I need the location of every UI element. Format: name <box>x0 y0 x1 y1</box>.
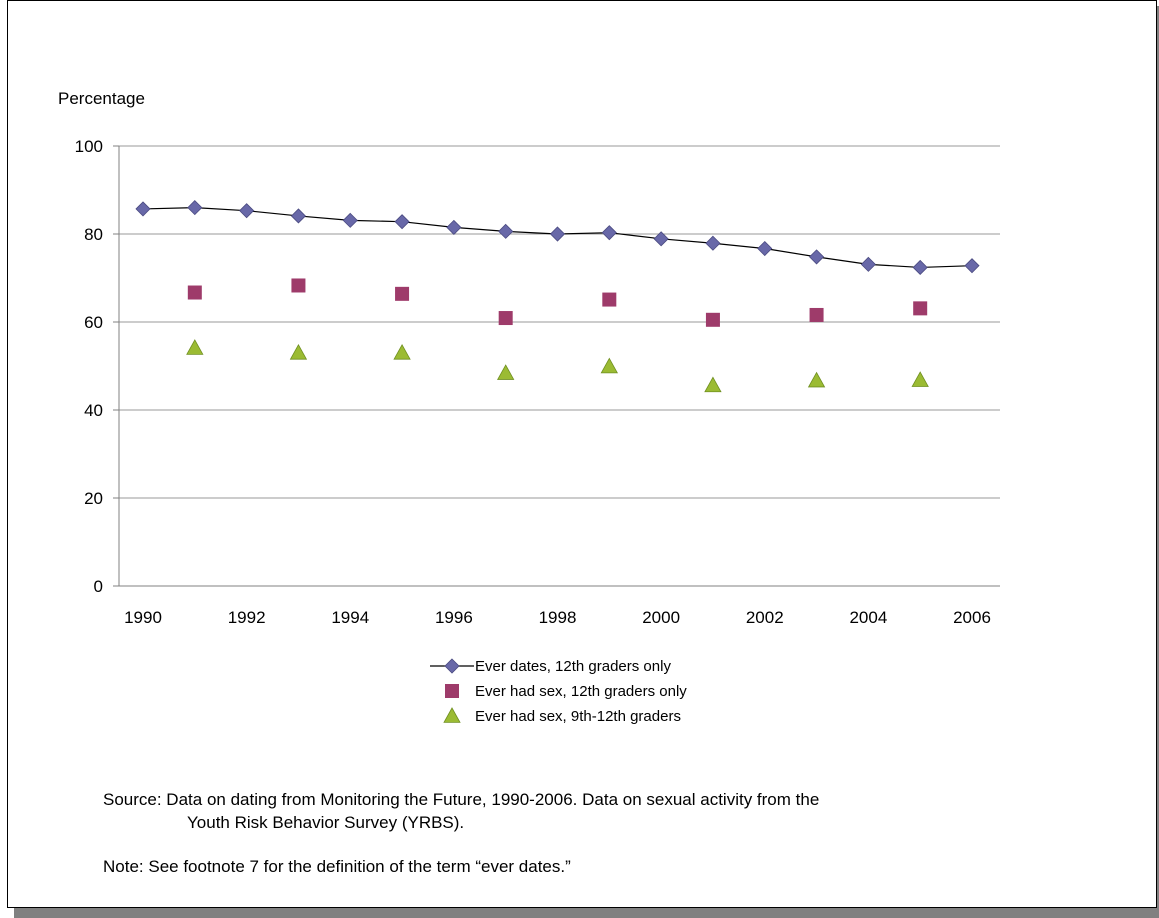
series-3-point-1999 <box>600 357 618 374</box>
x-tick-label-1998: 1998 <box>539 608 577 627</box>
y-tick-labels: 0 20 40 60 80 100 <box>75 137 103 596</box>
series-1-point-1995 <box>394 214 410 230</box>
series-1-point-1997 <box>498 223 514 239</box>
y-tick-label-0: 0 <box>94 577 103 596</box>
series-2-point-1993 <box>291 278 306 293</box>
y-tick-label-60: 60 <box>84 313 103 332</box>
frame-shadow-right <box>1157 6 1159 918</box>
series-3 <box>186 339 929 393</box>
series-3-point-2003 <box>807 371 826 388</box>
series-1-point-1999 <box>601 225 617 241</box>
series-1-point-2005 <box>912 259 928 276</box>
series-1-point-2002 <box>757 240 773 257</box>
series-1-point-1991 <box>187 200 203 216</box>
series-2-point-2001 <box>705 312 720 327</box>
series-3-point-1995 <box>393 343 411 360</box>
series-2 <box>187 278 928 327</box>
legend-label-1: Ever dates, 12th graders only <box>475 658 671 675</box>
series-2-point-2003 <box>809 307 824 322</box>
series-1-point-1998 <box>549 226 566 242</box>
note-line: Note: See footnote 7 for the definition … <box>103 857 571 876</box>
series-2-point-1997 <box>498 311 513 326</box>
y-tick-label-20: 20 <box>84 489 103 508</box>
series-2-point-1995 <box>395 286 410 301</box>
legend-marker-1 <box>444 658 460 674</box>
series-2-point-1999 <box>602 292 617 307</box>
series-1-point-2004 <box>860 256 876 272</box>
figure-frame <box>7 0 1157 908</box>
legend-label-3: Ever had sex, 9th-12th graders <box>475 708 681 725</box>
y-axis-title: Percentage <box>58 89 145 108</box>
series-3-point-1993 <box>289 343 308 360</box>
series-1-point-2006 <box>964 258 980 274</box>
x-tick-label-2006: 2006 <box>953 608 991 627</box>
series-1-point-1992 <box>239 203 255 219</box>
series-1 <box>135 200 980 276</box>
x-tick-labels: 1990 1992 1994 1996 1998 2000 2002 2004 2006 <box>124 608 991 627</box>
source-line-2: Youth Risk Behavior Survey (YRBS). <box>187 813 465 832</box>
series-1-point-1996 <box>446 219 462 235</box>
x-tick-label-2004: 2004 <box>849 608 887 627</box>
legend-label-2: Ever had sex, 12th graders only <box>475 683 687 700</box>
y-tick-label-80: 80 <box>84 225 103 244</box>
legend-marker-2 <box>445 684 459 698</box>
x-tick-label-2002: 2002 <box>746 608 784 627</box>
series-3-point-1997 <box>497 364 515 380</box>
axes <box>113 145 1000 587</box>
series-1-point-2001 <box>705 235 721 251</box>
series-1-point-1994 <box>342 212 358 228</box>
y-tick-label-100: 100 <box>75 137 103 156</box>
frame-shadow-bottom <box>14 908 1159 918</box>
plot-area <box>135 200 980 393</box>
legend-item-3: Ever had sex, 9th-12th graders <box>443 707 681 725</box>
legend-item-2: Ever had sex, 12th graders only <box>445 683 687 700</box>
source-line-1: Source: Data on dating from Monitoring t… <box>103 790 820 809</box>
series-1-point-2000 <box>653 231 669 247</box>
x-tick-label-1992: 1992 <box>228 608 266 627</box>
x-tick-label-1996: 1996 <box>435 608 473 627</box>
series-2-point-2005 <box>913 301 928 316</box>
legend-item-1: Ever dates, 12th graders only <box>430 658 671 675</box>
x-tick-label-1994: 1994 <box>331 608 369 627</box>
series-3-point-1991 <box>186 339 204 355</box>
series-3-point-2001 <box>704 376 722 393</box>
y-tick-label-40: 40 <box>84 401 103 420</box>
x-tick-label-2000: 2000 <box>642 608 680 627</box>
series-2-point-1991 <box>187 285 202 300</box>
series-1-point-2003 <box>808 249 825 265</box>
legend: Ever dates, 12th graders only Ever had se… <box>430 658 687 725</box>
series-1-point-1990 <box>135 201 151 217</box>
series-3-point-2005 <box>911 371 929 387</box>
gridlines <box>119 145 1000 499</box>
x-tick-label-1990: 1990 <box>124 608 162 627</box>
legend-marker-3 <box>443 707 461 723</box>
series-1-point-1993 <box>290 208 307 224</box>
